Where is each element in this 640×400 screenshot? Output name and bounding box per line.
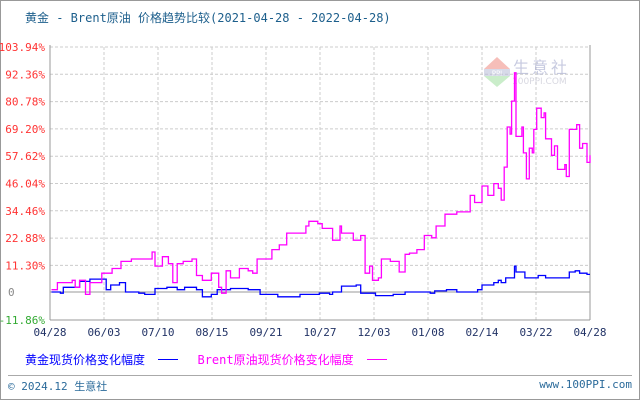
tick-labels: 103.94% 92.36% 80.78% 69.20% 57.62% 46.04% 34.… [0, 41, 607, 339]
logo-triangle-down [484, 76, 510, 87]
y-tick-label: 57.62% [5, 150, 45, 163]
x-tick-label: 04/28 [573, 326, 606, 339]
x-tick-label: 12/03 [357, 326, 390, 339]
x-tick-label: 02/14 [465, 326, 498, 339]
y-tick-label: 92.36% [5, 68, 45, 81]
logo-band [484, 69, 510, 76]
x-tick-label: 07/10 [141, 326, 174, 339]
y-tick-label: 103.94% [0, 41, 45, 54]
y-tick-label: 22.88% [5, 232, 45, 245]
footer-divider [8, 375, 632, 376]
x-tick-label: 01/08 [411, 326, 444, 339]
x-tick-label: 10/27 [303, 326, 336, 339]
series-lines [51, 72, 591, 298]
gold-series-line [51, 265, 590, 298]
footer-url[interactable]: www.100PPI.com [539, 378, 632, 391]
y-tick-label: 46.04% [5, 178, 45, 191]
x-tick-label: 06/03 [87, 326, 120, 339]
legend-brent-label: Brent原油现货价格变化幅度 [197, 353, 354, 367]
logo-brand: 生意社 [513, 58, 570, 77]
x-tick-label: 08/15 [195, 326, 228, 339]
x-tick-label: 09/21 [249, 326, 282, 339]
y-tick-label: 11.30% [5, 259, 45, 272]
grid-lines [50, 46, 590, 321]
x-tick-label: 04/28 [33, 326, 66, 339]
footer-copyright: © 2024.12 生意社 [8, 380, 108, 393]
logo-site: 100PPI.COM [512, 77, 567, 87]
legend-gold-label: 黄金现货价格变化幅度 [25, 353, 146, 367]
y-tick-label: 80.78% [5, 96, 45, 109]
y-tick-label: -11.86% [0, 314, 45, 327]
legend-gold-swatch [158, 359, 179, 360]
legend: 黄金现货价格变化幅度 Brent原油现货价格变化幅度 [25, 351, 399, 368]
x-tick-label: 03/22 [519, 326, 552, 339]
legend-brent-swatch [366, 359, 387, 360]
y-tick-label: 0 [8, 286, 15, 299]
logo-triangle-up [484, 57, 510, 69]
chart-title: 黄金 - Brent原油 价格趋势比较(2021-04-28 - 2022-04… [25, 11, 391, 25]
y-tick-label: 34.46% [5, 205, 45, 218]
watermark-logo: PPI 生意社 100PPI.COM [484, 57, 570, 87]
logo-badge: PPI [492, 70, 503, 78]
y-tick-label: 69.20% [5, 123, 45, 136]
brent-series-line [51, 72, 591, 296]
